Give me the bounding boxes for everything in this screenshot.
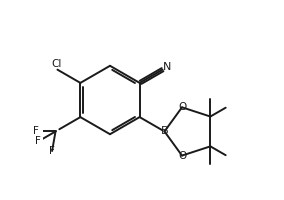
- Text: Cl: Cl: [51, 59, 62, 69]
- Text: F: F: [49, 146, 55, 156]
- Text: N: N: [163, 62, 172, 72]
- Text: F: F: [36, 136, 41, 146]
- Text: B: B: [161, 126, 168, 136]
- Text: O: O: [178, 102, 186, 112]
- Text: F: F: [33, 126, 39, 136]
- Text: O: O: [178, 151, 186, 161]
